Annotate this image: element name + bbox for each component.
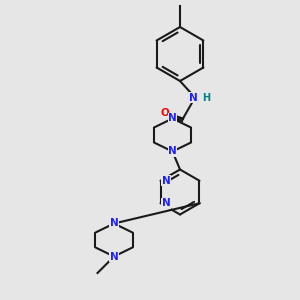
Text: N: N	[110, 218, 118, 229]
Text: N: N	[189, 92, 198, 103]
Text: N: N	[110, 251, 118, 262]
Text: N: N	[161, 198, 170, 208]
Text: H: H	[202, 92, 211, 103]
Text: N: N	[168, 113, 177, 124]
Text: N: N	[161, 176, 170, 186]
Text: O: O	[160, 107, 169, 118]
Text: N: N	[168, 146, 177, 157]
